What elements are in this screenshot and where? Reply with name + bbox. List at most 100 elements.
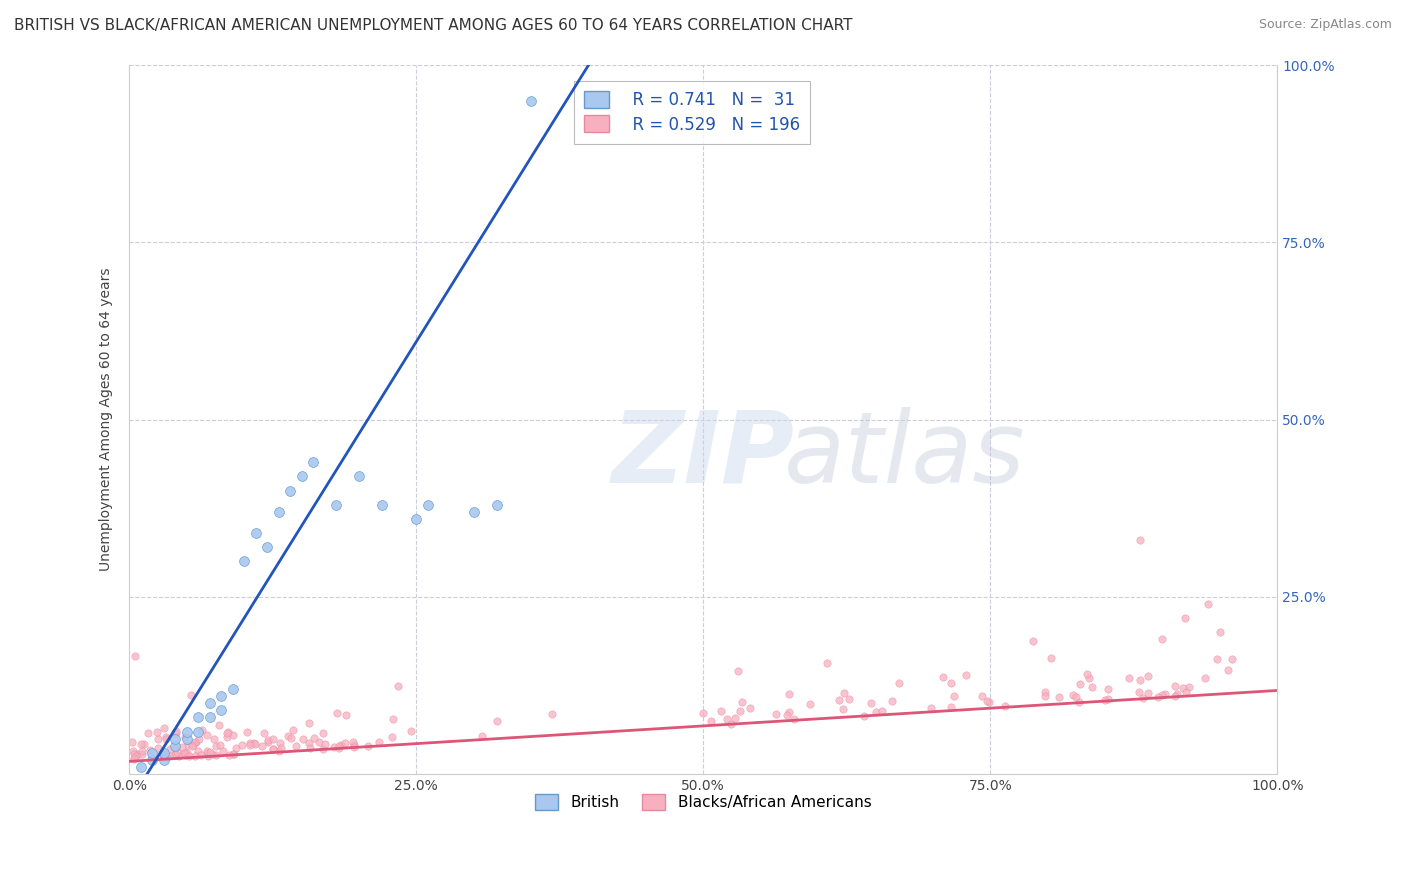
Point xyxy=(920,701,942,715)
Point xyxy=(1166,687,1188,701)
Point xyxy=(122,747,145,762)
Point xyxy=(1132,691,1154,706)
Point xyxy=(1022,634,1045,648)
Point xyxy=(727,664,749,678)
Point xyxy=(381,712,404,726)
Point xyxy=(328,739,350,754)
Point xyxy=(880,694,903,708)
Point xyxy=(225,741,247,756)
Point xyxy=(205,748,228,763)
Point xyxy=(173,747,195,761)
Point xyxy=(326,706,349,721)
Point xyxy=(231,738,253,752)
Point xyxy=(540,706,562,721)
Point xyxy=(932,669,955,683)
Point xyxy=(146,725,169,739)
Point xyxy=(381,731,404,745)
Point xyxy=(165,747,187,761)
Point xyxy=(335,708,357,723)
Point xyxy=(201,747,224,762)
Point xyxy=(972,689,994,703)
Point xyxy=(1209,625,1232,640)
Point xyxy=(197,746,219,760)
Point xyxy=(325,498,347,512)
Point xyxy=(125,748,148,763)
Point xyxy=(832,701,855,715)
Point xyxy=(778,687,800,701)
Point xyxy=(129,760,152,774)
Text: BRITISH VS BLACK/AFRICAN AMERICAN UNEMPLOYMENT AMONG AGES 60 TO 64 YEARS CORRELA: BRITISH VS BLACK/AFRICAN AMERICAN UNEMPL… xyxy=(14,18,852,33)
Point xyxy=(257,735,280,749)
Point xyxy=(165,723,187,738)
Point xyxy=(1216,664,1239,678)
Point xyxy=(177,738,200,752)
Point xyxy=(195,728,218,742)
Point xyxy=(218,747,240,762)
Point xyxy=(208,717,231,731)
Point xyxy=(209,689,232,703)
Point xyxy=(152,753,174,767)
Point xyxy=(887,676,910,690)
Point xyxy=(1076,666,1098,681)
Point xyxy=(724,710,747,724)
Point xyxy=(299,741,322,756)
Point xyxy=(1206,651,1229,665)
Point xyxy=(1174,684,1197,698)
Point xyxy=(1129,673,1152,688)
Point xyxy=(955,667,977,681)
Point xyxy=(250,739,273,754)
Point xyxy=(122,744,145,758)
Point xyxy=(285,739,308,753)
Point xyxy=(1173,681,1195,696)
Point xyxy=(257,733,280,747)
Point xyxy=(1220,652,1243,666)
Point xyxy=(155,750,177,764)
Point xyxy=(865,706,887,720)
Point xyxy=(730,704,752,718)
Point xyxy=(520,94,543,108)
Point xyxy=(209,703,232,717)
Point xyxy=(191,723,214,738)
Point xyxy=(1033,689,1056,703)
Point xyxy=(141,753,163,767)
Point xyxy=(405,512,427,526)
Point xyxy=(153,721,176,735)
Point xyxy=(198,710,221,724)
Point xyxy=(122,752,145,766)
Point xyxy=(174,745,197,759)
Point xyxy=(1197,597,1219,611)
Point xyxy=(165,739,187,753)
Point xyxy=(239,739,262,753)
Point xyxy=(202,732,225,747)
Point xyxy=(125,747,148,761)
Point xyxy=(838,691,860,706)
Point xyxy=(198,696,221,710)
Point xyxy=(1033,685,1056,699)
Point xyxy=(342,735,364,749)
Point xyxy=(1178,680,1201,694)
Point xyxy=(329,738,352,752)
Point xyxy=(1136,669,1159,683)
Point xyxy=(994,698,1017,713)
Text: ZIP: ZIP xyxy=(612,407,794,504)
Point xyxy=(314,737,336,751)
Point xyxy=(262,742,284,756)
Text: Source: ZipAtlas.com: Source: ZipAtlas.com xyxy=(1258,18,1392,31)
Point xyxy=(180,688,202,702)
Point xyxy=(1040,650,1063,665)
Point xyxy=(1047,690,1070,704)
Point xyxy=(187,743,209,757)
Point xyxy=(463,505,485,519)
Point xyxy=(262,741,284,756)
Point xyxy=(1069,695,1091,709)
Point xyxy=(204,739,226,754)
Point xyxy=(778,706,800,720)
Point xyxy=(181,738,204,752)
Point xyxy=(242,736,264,750)
Point xyxy=(222,747,245,761)
Point xyxy=(183,735,205,749)
Point xyxy=(139,742,162,756)
Point xyxy=(979,694,1001,708)
Point xyxy=(1174,611,1197,625)
Point xyxy=(190,747,212,762)
